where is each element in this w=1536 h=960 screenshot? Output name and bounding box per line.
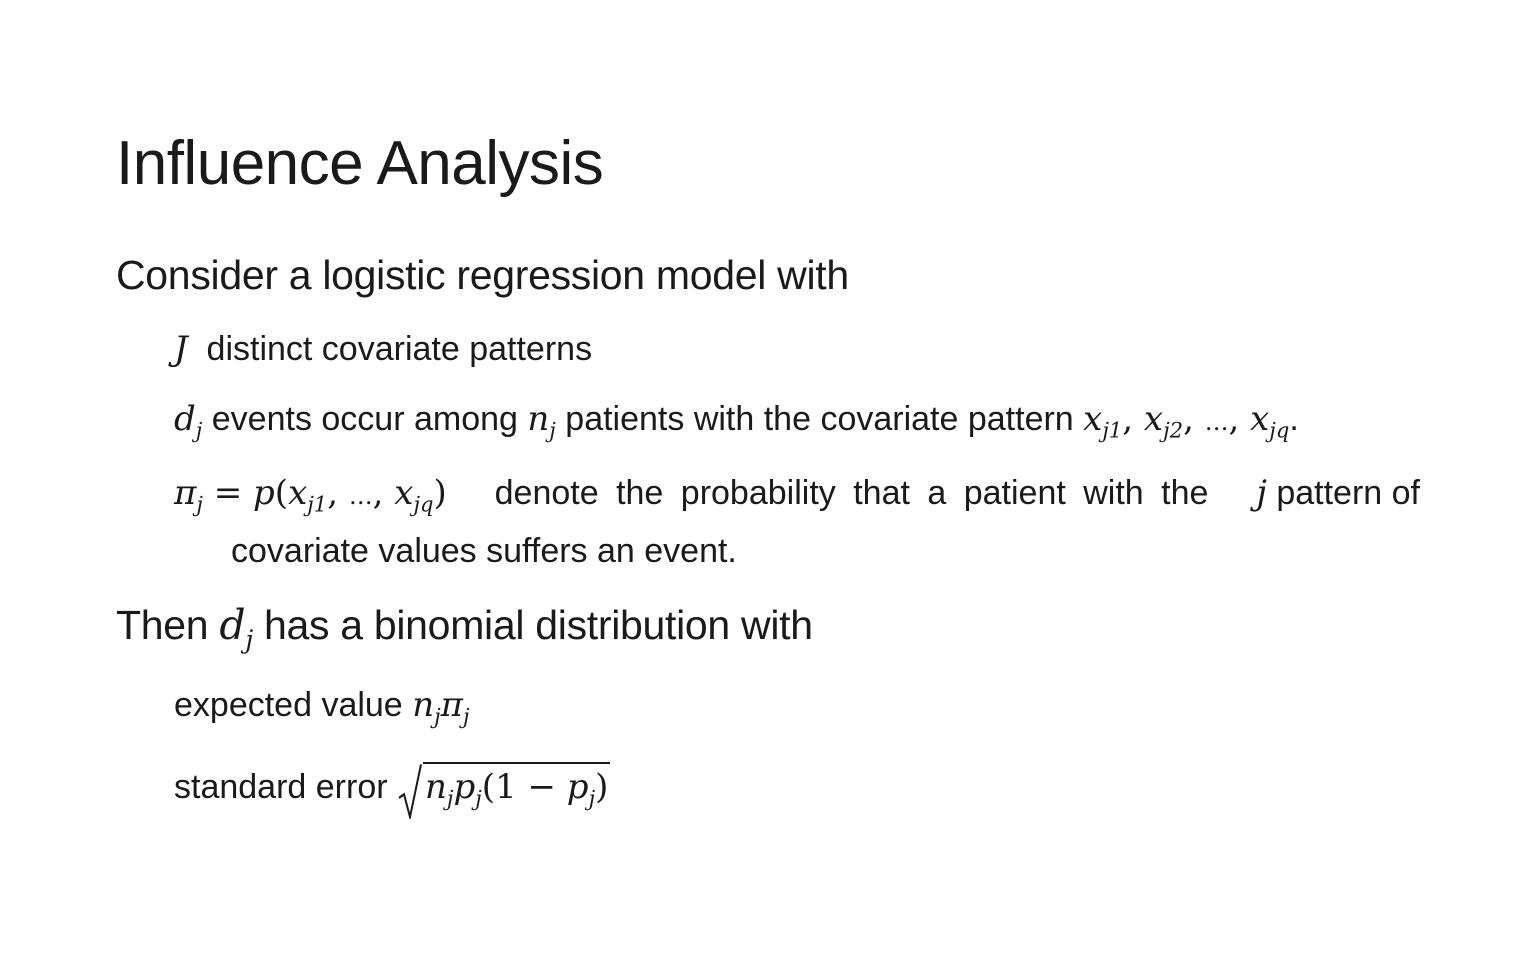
var-x-list: xj1, xj2, …, xjq — [1083, 399, 1290, 443]
expected-value-formula: njπj — [412, 685, 470, 729]
bullet-probability-cont: covariate values suffers an event. — [231, 532, 737, 570]
bullet-text: patients with the covariate pattern — [565, 400, 1074, 438]
intro-line: Consider a logistic regression model wit… — [116, 252, 849, 298]
var-d: dj — [219, 601, 253, 654]
bullet-text-tail: j pattern of — [1256, 473, 1420, 513]
var-n: nj — [527, 399, 556, 443]
slide-title: Influence Analysis — [116, 129, 604, 198]
bullet-covariate-patterns: J distinct covariate patterns — [174, 328, 592, 370]
bullet-probability: πj = p(xj1, …, xjq) denote the probabili… — [174, 472, 1420, 525]
bullet-text: events occur among — [211, 400, 518, 438]
bullet-events: dj events occur among nj patients with t… — [174, 399, 1299, 443]
bullet-text: denote the probability that a patient wi… — [494, 474, 1209, 512]
sqrt-formula: njpj(1 − pj) — [397, 762, 611, 820]
bullet-text: distinct covariate patterns — [206, 330, 593, 368]
var-J: J — [174, 329, 188, 369]
var-d: dj — [174, 399, 203, 443]
expected-value-line: expected value njπj — [174, 685, 470, 729]
standard-error-line: standard error njpj(1 − pj) — [174, 762, 611, 820]
then-line: Then dj has a binomial distribution with — [116, 601, 813, 654]
sqrt-icon — [398, 764, 422, 820]
pi-definition: πj = p(xj1, …, xjq) — [174, 473, 447, 517]
